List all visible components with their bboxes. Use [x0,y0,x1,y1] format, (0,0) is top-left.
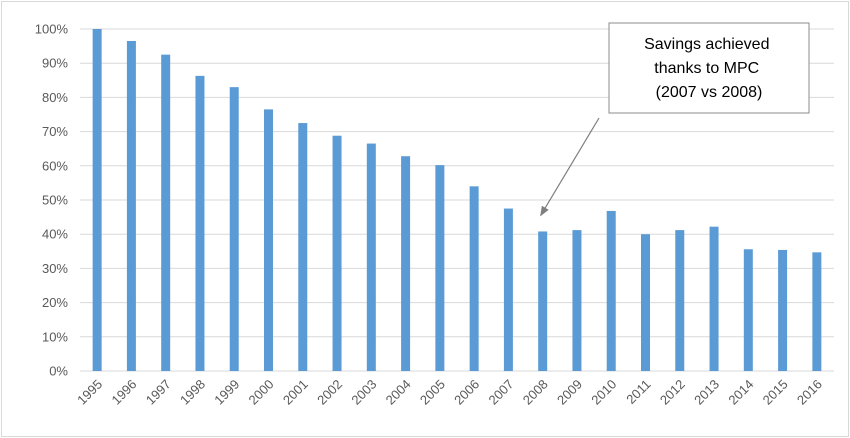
x-tick-label: 2013 [691,377,722,408]
y-tick-label: 60% [42,158,68,173]
y-tick-label: 30% [42,261,68,276]
bar-2013 [709,226,719,371]
y-tick-label: 50% [42,193,68,208]
x-tick-label: 2009 [554,377,585,408]
callout-text: Savings achieved thanks to MPC (2007 vs … [644,36,774,101]
y-tick-label: 70% [42,124,68,139]
x-tick-label: 2007 [485,377,516,408]
bar-2012 [675,230,685,371]
bar-1996 [126,40,136,371]
x-tick-label: 1999 [211,377,242,408]
bar-2002 [332,135,342,371]
bar-1997 [161,54,171,372]
x-tick-label: 1998 [177,377,208,408]
x-tick-label: 2011 [623,377,653,407]
x-tick-label: 2005 [417,377,448,408]
bar-2009 [572,230,582,371]
y-tick-label: 0% [49,364,68,379]
y-axis-tick-labels: 0% 10% 20% 30% 40% 50% 60% 70% 80% 90% 100% [35,22,69,379]
x-tick-label: 2003 [348,377,379,408]
bar-2011 [641,234,650,371]
bar-1998 [195,75,205,371]
callout-line-3: (2007 vs 2008) [656,84,763,101]
callout-line-1: Savings achieved [644,36,769,53]
x-tick-label: 2000 [246,377,277,408]
x-tick-label: 2002 [314,377,345,408]
x-tick-label: 1995 [74,377,105,408]
bar-2010 [606,210,616,371]
bar-2001 [298,123,308,371]
callout-line-2: thanks to MPC [654,60,759,77]
x-tick-label: 2001 [280,377,311,408]
y-tick-label: 10% [42,329,68,344]
bar-2014 [743,249,753,371]
bar-2016 [812,252,822,371]
x-tick-label: 2014 [725,377,756,408]
y-tick-label: 100% [35,22,69,37]
bar-2006 [469,186,479,371]
bar-2008 [538,231,548,371]
x-tick-label: 2006 [451,377,482,408]
x-tick-label: 2012 [657,377,688,408]
y-tick-label: 90% [42,56,68,71]
bar-2003 [366,143,376,371]
bar-2000 [264,109,273,372]
y-tick-label: 40% [42,227,68,242]
bar-2007 [503,208,513,371]
bar-2015 [778,249,788,371]
bars [92,29,822,372]
x-tick-label: 2015 [760,377,791,408]
x-tick-label: 2016 [794,377,825,408]
y-tick-label: 80% [42,90,68,105]
bar-2005 [435,165,445,371]
callout-box [608,22,810,114]
bar-1995 [92,29,102,371]
bar-1999 [229,87,239,371]
bar-2004 [401,156,411,371]
x-tick-label: 2004 [383,377,414,408]
x-tick-label: 1996 [108,377,139,408]
y-tick-label: 20% [42,295,68,310]
annotation: Savings achieved thanks to MPC (2007 vs … [540,22,810,217]
callout-arrow [540,117,600,217]
x-tick-label: 1997 [143,377,174,408]
x-axis-tick-labels: 1995 1996 1997 1998 1999 2000 2001 2002 2003 2004… [74,377,825,408]
x-tick-label: 2010 [588,377,619,408]
x-tick-label: 2008 [520,377,551,408]
